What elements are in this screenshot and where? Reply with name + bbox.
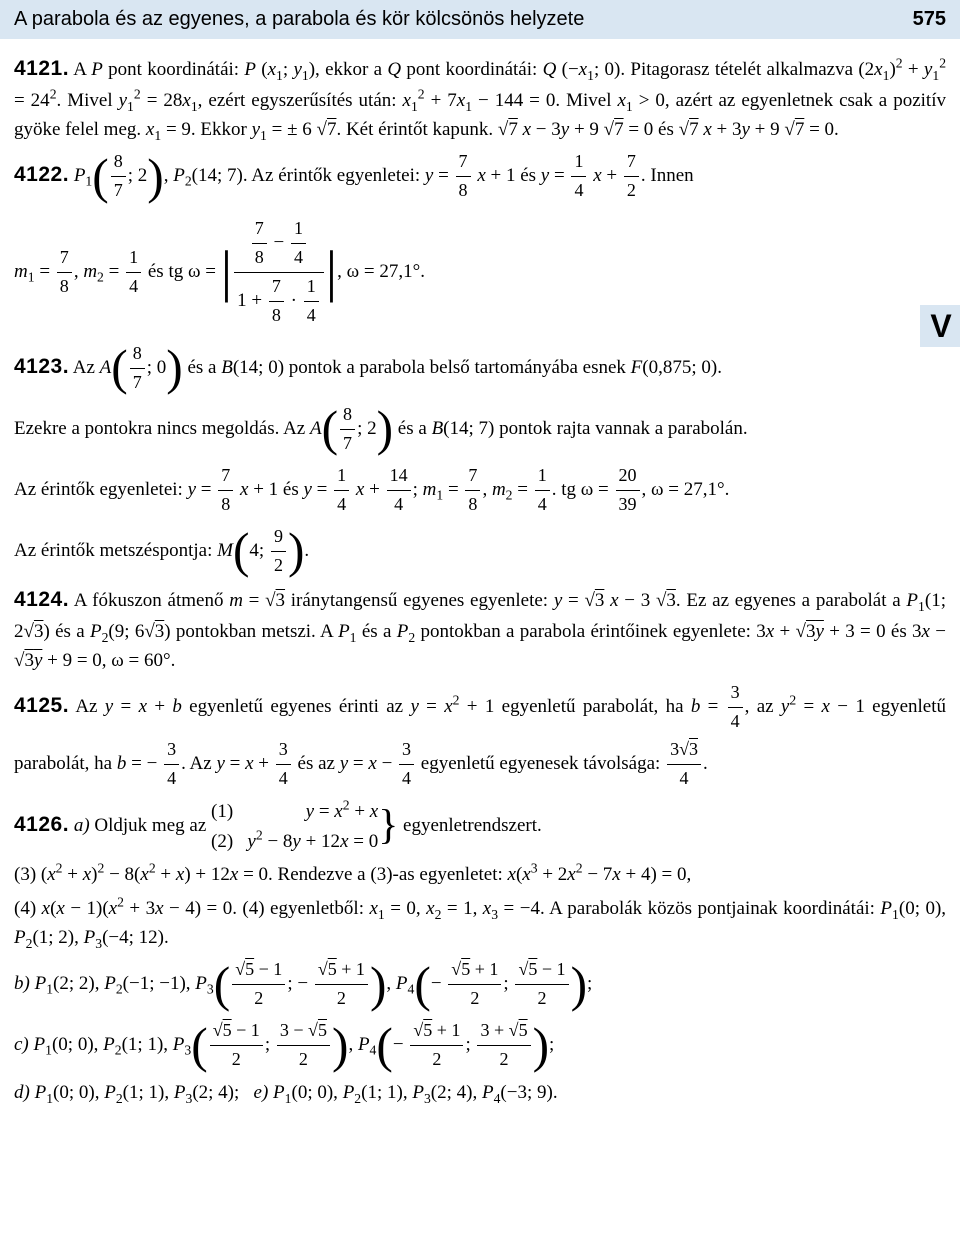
problem-4123-b: Ezekre a pontokra nincs megoldás. Az A(8…: [14, 401, 946, 458]
problem-number: 4121.: [14, 57, 69, 80]
problem-4121: 4121. A P pont koordinátái: P (x1; y1), …: [14, 53, 946, 144]
problem-4123-c: Az érintők egyenletei: y = 78 x + 1 és y…: [14, 462, 946, 519]
problem-4126-f: d) P1(0; 0), P2(1; 1), P3(2; 4); e) P1(0…: [14, 1078, 946, 1107]
problem-4123: 4123. Az A(87; 0) és a B(14; 0) pontok a…: [14, 340, 946, 397]
problem-number: 4122.: [14, 163, 69, 186]
problem-number: 4123.: [14, 355, 69, 378]
problem-4126-b: (3) (x2 + x)2 − 8(x2 + x) + 12x = 0. Ren…: [14, 860, 946, 889]
problem-4126-d: b) P1(2; 2), P2(−1; −1), P3(√5 − 12; − √…: [14, 956, 946, 1013]
page-header: A parabola és az egyenes, a parabola és …: [0, 0, 960, 39]
page-content: 4121. A P pont koordinátái: P (x1; y1), …: [0, 53, 960, 1126]
problem-number: 4126.: [14, 813, 69, 836]
problem-4126: 4126. a) Oldjuk meg az (1) (2) y = x2 + …: [14, 797, 946, 856]
header-title: A parabola és az egyenes, a parabola és …: [14, 4, 584, 35]
page-number: 575: [913, 4, 946, 35]
problem-number: 4125.: [14, 694, 69, 717]
problem-number: 4124.: [14, 588, 69, 611]
problem-4123-d: Az érintők metszéspontja: M(4; 92).: [14, 523, 946, 580]
problem-4124: 4124. A fókuszon átmenő m = √3 iránytang…: [14, 584, 946, 675]
problem-4122-line2: m1 = 78, m2 = 14 és tg ω = | 78 − 14 1 +…: [14, 215, 946, 330]
problem-4125: 4125. Az y = x + b egyenletű egyenes éri…: [14, 679, 946, 793]
problem-4126-e: c) P1(0; 0), P2(1; 1), P3(√5 − 12; 3 − √…: [14, 1017, 946, 1074]
problem-4122: 4122. P1(87; 2), P2(14; 7). Az érintők e…: [14, 148, 946, 205]
problem-4126-c: (4) x(x − 1)(x2 + 3x − 4) = 0. (4) egyen…: [14, 894, 946, 953]
